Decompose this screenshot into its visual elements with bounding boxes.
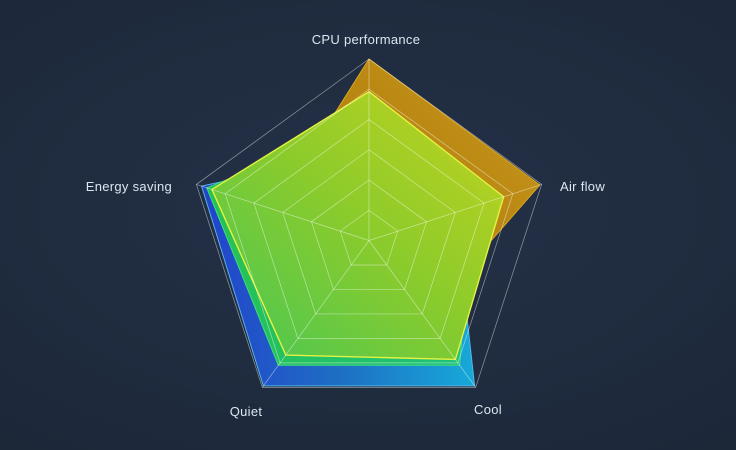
grid-spoke [368,240,476,388]
grid-spoke [196,184,370,241]
grid-ring [224,88,514,364]
axis-label-energy-saving: Energy saving [85,179,172,194]
axis-label-cpu-performance: CPU performance [311,32,421,47]
axis-label-air-flow: Air flow [560,179,606,194]
grid-ring [195,58,543,388]
grid-spoke [262,240,370,388]
series-polygon-lime [211,90,505,361]
grid-ring [253,119,485,339]
grid-ring [339,209,399,266]
axis-label-cool: Cool [474,402,502,417]
grid-spoke [368,184,542,241]
grid-ring [282,149,456,315]
axis-label-quiet: Quiet [229,404,263,419]
grid-ring [311,179,427,290]
